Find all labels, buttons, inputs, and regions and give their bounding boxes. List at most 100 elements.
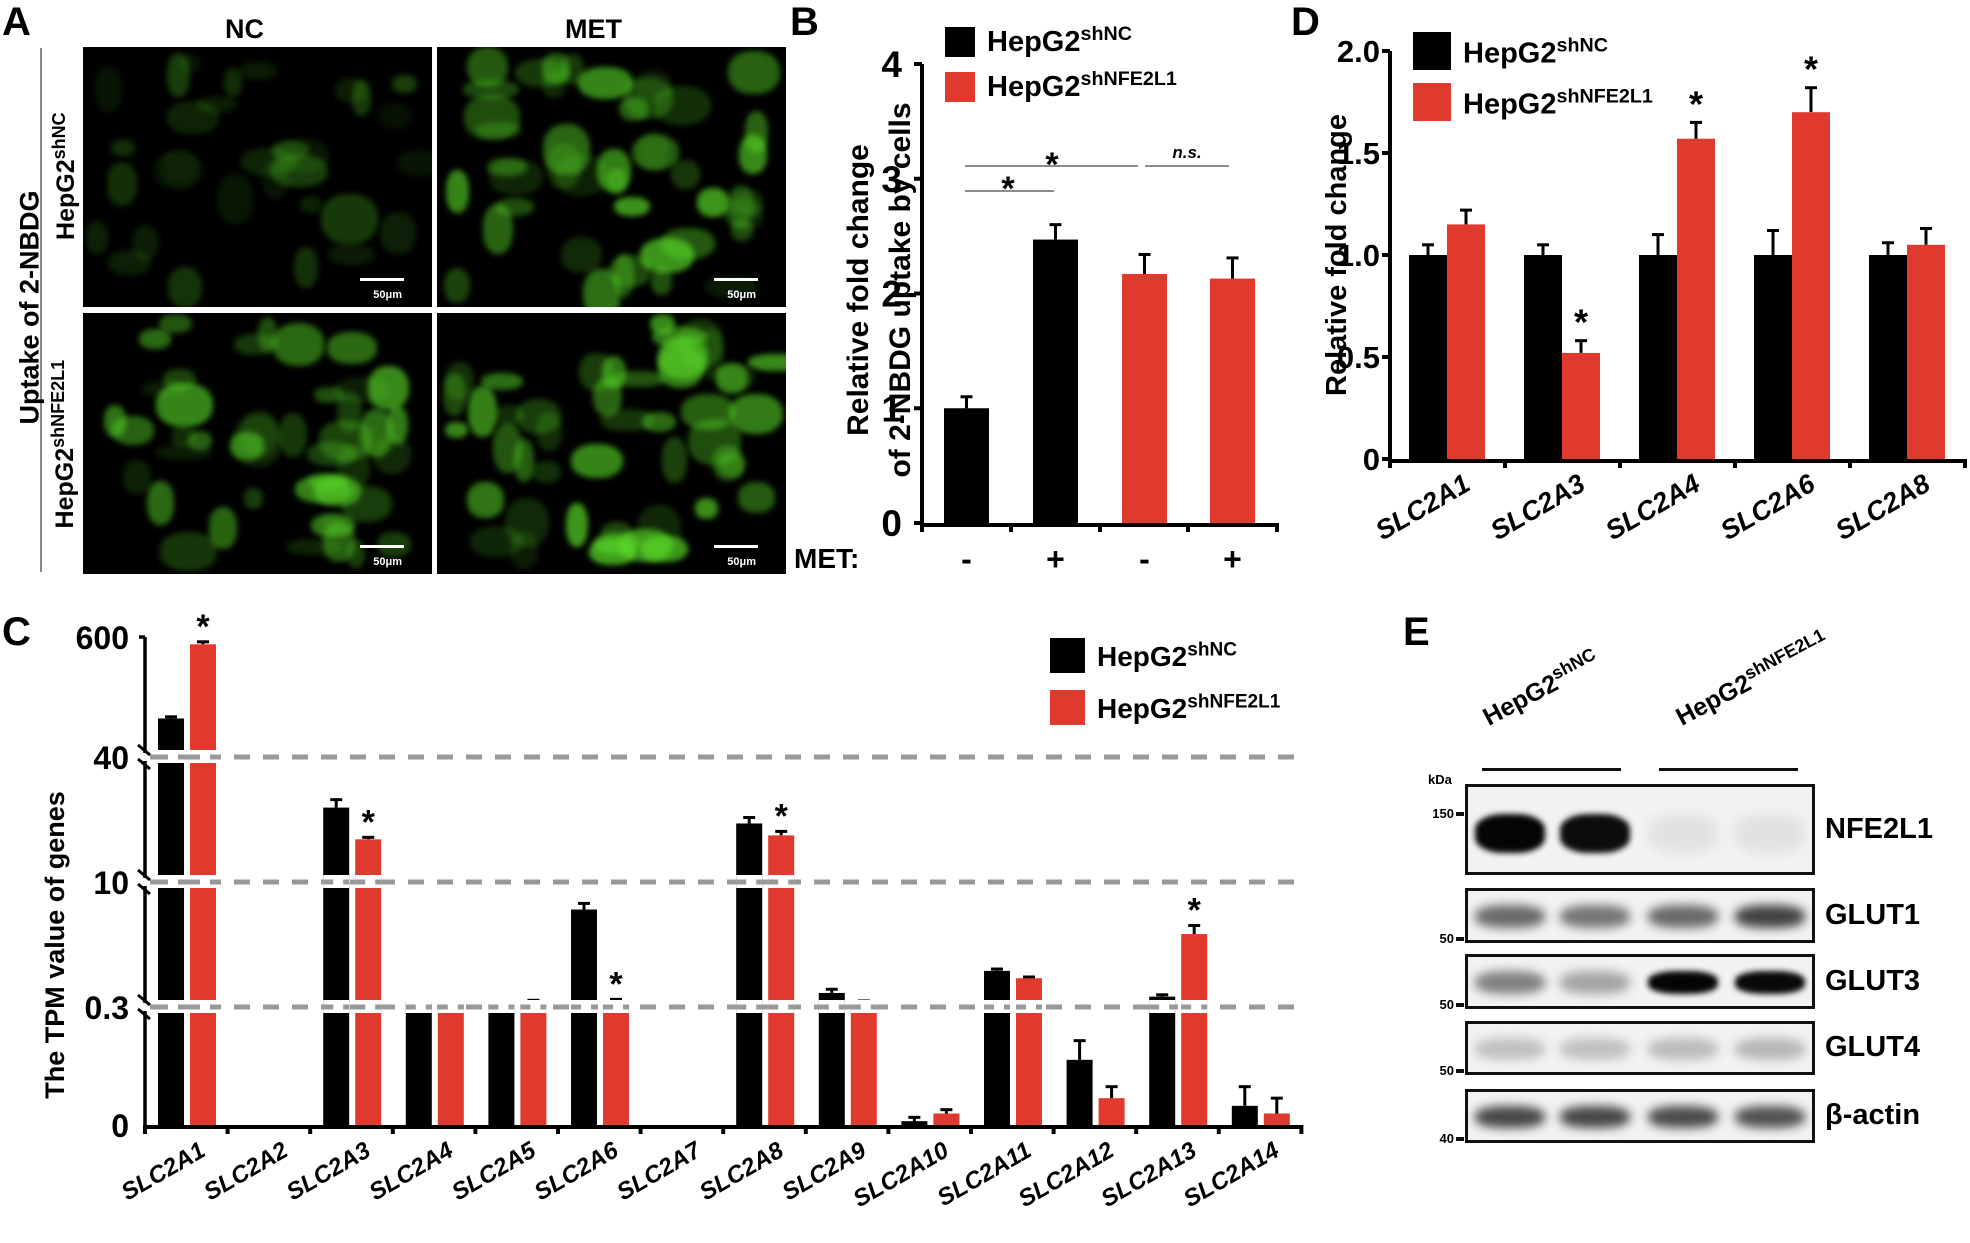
- ns-label: n.s.: [1172, 143, 1201, 162]
- y-axis-title: The TPM value of genes: [40, 791, 70, 1099]
- y-axis-title: Relative fold change of 2-NBDG uptake by …: [842, 102, 917, 477]
- x-tick-label: SLC2A7: [612, 1136, 707, 1206]
- bar-break-gap: [736, 1000, 763, 1013]
- cell-fluorescence: [729, 393, 783, 435]
- axis-break-gap: [142, 878, 150, 886]
- significance-star: *: [1001, 170, 1015, 208]
- cell-fluorescence: [700, 328, 725, 380]
- cell-fluorescence: [651, 326, 707, 348]
- cell-fluorescence: [475, 121, 523, 139]
- group-label-sup: shNC: [1547, 643, 1599, 684]
- panel-a-side-label: Uptake of 2-NBDG: [14, 190, 45, 425]
- y-axis-title: Relative fold change: [1321, 114, 1353, 396]
- cell-fluorescence: [467, 482, 505, 518]
- bar: [1754, 255, 1792, 459]
- cell-fluorescence: [652, 85, 711, 126]
- kda-label: kDa: [1428, 772, 1452, 787]
- bar-break-gap: [190, 750, 216, 763]
- cell-fluorescence: [168, 266, 202, 307]
- y-tick-label: 3: [881, 159, 902, 200]
- cell-fluorescence: [467, 386, 498, 437]
- panel-a-row-label-shnfe2l1: HepG2shNFE2L1: [48, 314, 80, 574]
- x-tick-label: SLC2A3: [282, 1136, 376, 1206]
- cell-fluorescence: [319, 420, 373, 461]
- cell-fluorescence: [744, 110, 769, 153]
- cell-fluorescence: [614, 197, 650, 216]
- y-tick-label: 0: [111, 1108, 129, 1144]
- cell-fluorescence: [543, 124, 590, 175]
- cell-fluorescence: [271, 141, 310, 161]
- chart-b: 0 1 2 3 4 * * n.s. Relative fold change of 2-NBDG…: [794, 23, 1279, 577]
- bar: [603, 1000, 629, 1125]
- row-label-base: HepG2: [52, 159, 81, 240]
- blot-band: [1735, 970, 1805, 994]
- panel-c-letter: C: [2, 610, 31, 654]
- panel-a-letter: A: [2, 0, 31, 44]
- cell-fluorescence: [314, 476, 362, 507]
- cell-fluorescence: [661, 436, 688, 484]
- mw-marker-tick: [1456, 812, 1464, 817]
- cell-fluorescence: [141, 381, 186, 398]
- panel-a-row-label-shnc: HepG2shNC: [49, 76, 81, 276]
- significance-star: *: [1689, 83, 1703, 124]
- legend-swatch: [1413, 83, 1451, 121]
- cell-fluorescence: [112, 416, 154, 445]
- axis-break-mark: [137, 993, 151, 1007]
- blot-glut1: [1465, 888, 1815, 943]
- blot-band: [1560, 1037, 1630, 1061]
- legend-label: HepG2shNFE2L1: [1463, 85, 1653, 120]
- cell-fluorescence: [509, 531, 539, 569]
- cell-fluorescence: [379, 211, 416, 255]
- cell-fluorescence: [85, 220, 109, 255]
- y-tick-label: 40: [93, 740, 129, 776]
- blot-band: [1475, 904, 1545, 928]
- bar-break-gap: [520, 1000, 547, 1013]
- blot-band: [1475, 970, 1545, 994]
- cell-fluorescence: [554, 154, 608, 197]
- cell-fluorescence: [387, 406, 409, 444]
- bar: [1639, 255, 1677, 459]
- bar-break-gap: [323, 875, 350, 888]
- blot-band: [1735, 814, 1805, 853]
- cell-fluorescence: [730, 189, 763, 217]
- x-tick-label: SLC2A8: [695, 1136, 789, 1206]
- bar: [1098, 1098, 1125, 1125]
- cell-fluorescence: [445, 362, 474, 401]
- legend-swatch: [1050, 638, 1085, 673]
- blot-glut3: [1465, 954, 1815, 1009]
- bar: [818, 992, 845, 1125]
- cell-fluorescence: [641, 412, 677, 433]
- cell-fluorescence: [606, 168, 628, 194]
- bar: [1677, 138, 1715, 459]
- cell-fluorescence: [110, 139, 136, 156]
- bar-break-gap: [190, 1000, 216, 1013]
- bar-break-gap: [158, 1000, 184, 1013]
- cell-fluorescence: [154, 150, 203, 191]
- bar: [1792, 112, 1830, 459]
- cell-fluorescence: [634, 69, 673, 103]
- row-label-sup: shNFE2L1: [47, 359, 68, 448]
- bar-break-gap: [158, 875, 184, 888]
- bar: [1033, 239, 1078, 523]
- cell-fluorescence: [680, 394, 735, 430]
- bar-break-gap: [405, 1000, 432, 1013]
- y-tick-label: 10: [93, 865, 129, 901]
- bar-break-gap: [1181, 1000, 1208, 1013]
- scale-bar: [714, 278, 758, 281]
- cell-fluorescence: [619, 529, 673, 563]
- bar: [850, 1001, 877, 1125]
- bar: [520, 1000, 547, 1125]
- cell-fluorescence: [209, 507, 238, 550]
- blot-band: [1475, 1105, 1545, 1129]
- group-label-base: HepG2: [1478, 668, 1563, 732]
- cell-fluorescence: [377, 532, 411, 558]
- x-tick-label: SLC2A5: [447, 1136, 541, 1206]
- cell-fluorescence: [657, 343, 704, 388]
- bar: [1210, 278, 1255, 523]
- legend-label: HepG2shNFE2L1: [987, 68, 1177, 103]
- cell-fluorescence: [322, 522, 356, 563]
- cell-fluorescence: [739, 134, 767, 174]
- cell-fluorescence: [241, 409, 278, 458]
- cell-fluorescence: [327, 244, 376, 266]
- cell-fluorescence: [307, 442, 356, 466]
